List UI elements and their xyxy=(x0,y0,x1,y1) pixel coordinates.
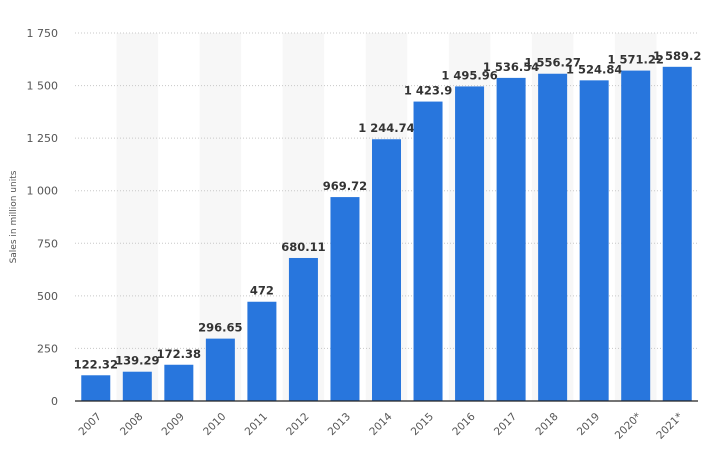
data-label: 1 423.9 xyxy=(404,84,452,98)
data-label: 1 244.74 xyxy=(358,121,414,135)
x-tick-label: 2013 xyxy=(326,411,353,438)
data-label: 1 571.22 xyxy=(608,53,664,67)
x-tick-label: 2017 xyxy=(492,411,519,438)
x-tick-label: 2014 xyxy=(367,410,395,438)
bar xyxy=(205,338,235,401)
data-label: 172.38 xyxy=(157,347,201,361)
data-label: 1 536.54 xyxy=(483,60,539,74)
bar xyxy=(247,301,277,401)
data-label: 1 524.84 xyxy=(566,62,622,76)
bar xyxy=(288,257,318,401)
x-tick-label: 2009 xyxy=(160,411,187,438)
bar xyxy=(621,70,651,401)
data-label: 122.32 xyxy=(74,357,118,371)
x-tick-label: 2007 xyxy=(76,411,103,438)
data-label: 1 556.27 xyxy=(524,56,580,70)
y-tick-label: 500 xyxy=(37,290,58,303)
x-tick-label: 2010 xyxy=(201,411,228,438)
data-label: 969.72 xyxy=(323,179,367,193)
data-label: 680.11 xyxy=(281,240,325,254)
y-tick-label: 750 xyxy=(37,237,58,250)
bar xyxy=(662,66,692,402)
bar xyxy=(413,101,443,402)
bar xyxy=(122,371,152,401)
x-tick-label: 2018 xyxy=(533,411,560,438)
y-tick-label: 1 750 xyxy=(27,27,59,40)
data-label: 472 xyxy=(250,284,274,298)
y-tick-label: 1 250 xyxy=(27,132,59,145)
bar xyxy=(330,197,360,401)
y-tick-label: 1 500 xyxy=(27,80,59,93)
data-label: 1 589.2 xyxy=(653,49,701,63)
data-label: 296.65 xyxy=(198,321,242,335)
bar xyxy=(81,375,111,401)
y-tick-label: 0 xyxy=(51,395,58,408)
bar xyxy=(455,86,485,401)
x-tick-label: 2019 xyxy=(575,411,602,438)
x-tick-label: 2008 xyxy=(118,411,145,438)
bar xyxy=(372,139,401,401)
column-band xyxy=(116,33,159,401)
x-tick-label: 2016 xyxy=(450,410,478,438)
data-label: 1 495.96 xyxy=(441,68,497,82)
bar xyxy=(538,73,568,402)
bar xyxy=(496,77,526,402)
x-tick-label: 2012 xyxy=(284,411,311,438)
x-tick-label: 2021* xyxy=(654,411,685,442)
y-tick-label: 1 000 xyxy=(27,185,59,198)
x-tick-label: 2015 xyxy=(409,411,436,438)
x-tick-label: 2011 xyxy=(243,411,270,438)
bar xyxy=(164,364,194,401)
bar xyxy=(579,80,609,401)
y-axis-title: Sales in million units xyxy=(9,170,19,263)
y-tick-label: 250 xyxy=(37,342,58,355)
data-label: 139.29 xyxy=(115,354,159,368)
x-tick-label: 2020* xyxy=(613,411,644,442)
